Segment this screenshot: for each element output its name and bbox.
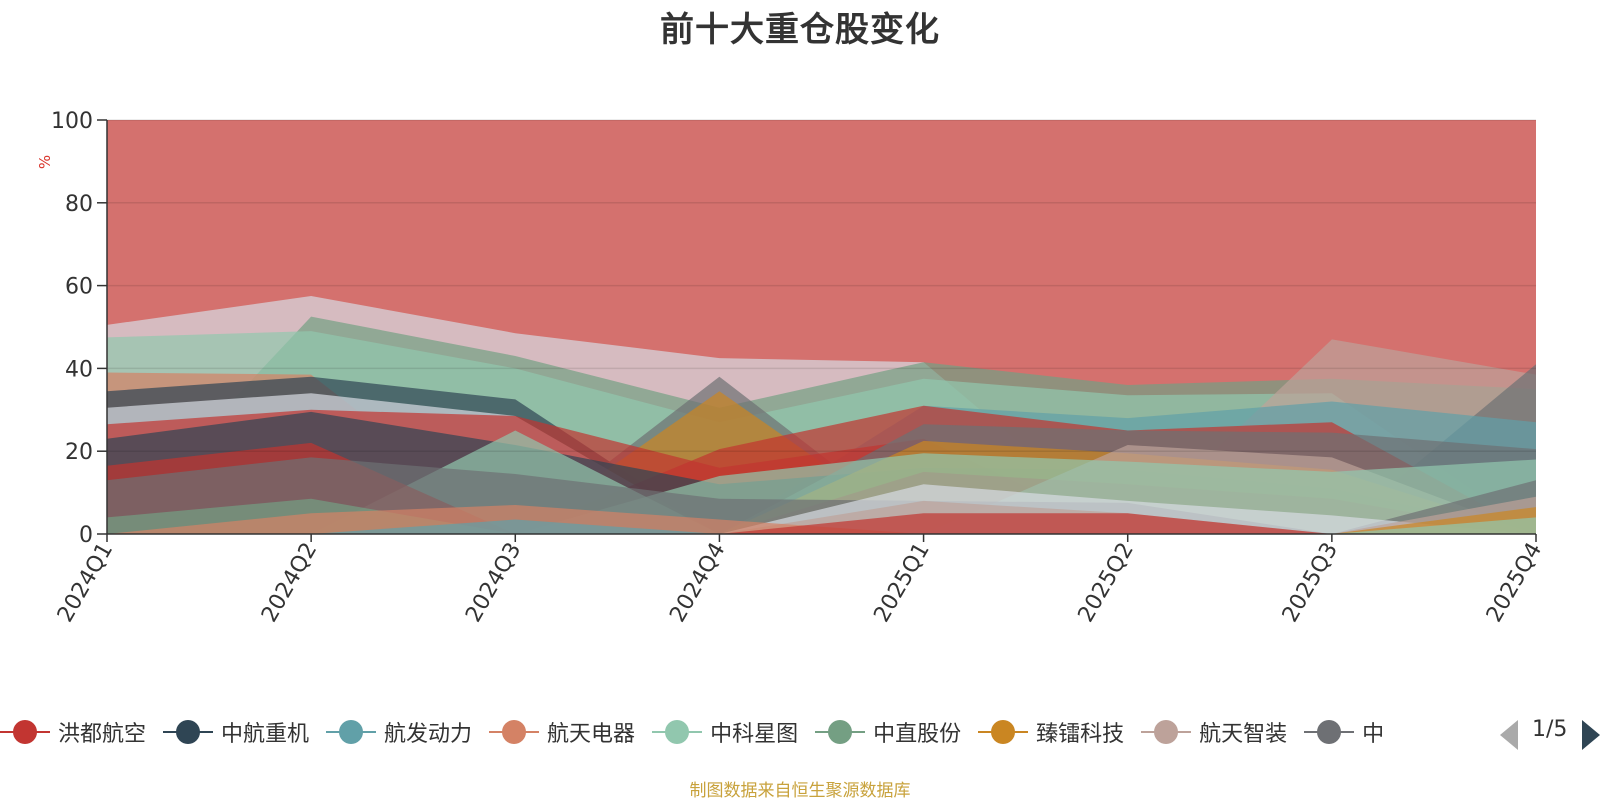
legend-label: 臻镭科技 bbox=[1036, 722, 1125, 747]
legend-item[interactable]: 航天电器 bbox=[489, 712, 635, 752]
y-tick-label: 20 bbox=[65, 440, 93, 465]
legend-item[interactable]: 航发动力 bbox=[326, 712, 472, 752]
x-tick-label: 2024Q4 bbox=[665, 539, 730, 627]
x-tick-label: 2025Q2 bbox=[1074, 539, 1139, 627]
legend-label: 航天电器 bbox=[547, 722, 636, 747]
legend-marker-icon bbox=[652, 719, 703, 745]
chart-title: 前十大重仓股变化 bbox=[660, 10, 940, 50]
y-tick-label: 60 bbox=[65, 275, 93, 300]
legend-marker-icon bbox=[489, 719, 540, 745]
legend-page-indicator: 1/5 bbox=[1532, 717, 1568, 742]
x-tick-label: 2025Q3 bbox=[1278, 539, 1343, 627]
source-note: 制图数据来自恒生聚源数据库 bbox=[689, 781, 911, 801]
area-band bbox=[107, 517, 1536, 534]
x-tick-label: 2025Q1 bbox=[869, 539, 934, 627]
x-tick-label: 2024Q2 bbox=[257, 539, 322, 627]
legend-item[interactable]: 中 bbox=[1304, 712, 1384, 752]
legend-item[interactable]: 臻镭科技 bbox=[978, 712, 1124, 752]
legend-item[interactable]: 中科星图 bbox=[652, 712, 798, 752]
legend-label: 航发动力 bbox=[384, 722, 473, 747]
y-tick-label: 100 bbox=[51, 109, 93, 134]
x-tick-label: 2024Q3 bbox=[461, 539, 526, 627]
legend-marker-icon bbox=[1304, 719, 1355, 745]
legend-item[interactable]: 洪都航空 bbox=[0, 712, 146, 752]
stacked-area-chart: 0 20 40 60 80 100 2024Q1 2024Q2 2024Q3 2024Q4 2025… bbox=[36, 109, 1547, 627]
area-band bbox=[107, 513, 1536, 534]
legend-marker-icon bbox=[163, 719, 214, 745]
legend-item[interactable]: 航天智装 bbox=[1141, 712, 1287, 752]
y-tick-label: 80 bbox=[65, 192, 93, 217]
area-band bbox=[107, 519, 1536, 534]
legend-marker-icon bbox=[0, 719, 50, 745]
axes bbox=[106, 120, 1537, 542]
area-layers bbox=[107, 120, 1536, 534]
legend-pager: 1/5 bbox=[1500, 716, 1600, 752]
y-tick-label: 0 bbox=[79, 523, 93, 548]
y-axis-label: % bbox=[36, 155, 54, 169]
legend-marker-icon bbox=[1141, 719, 1192, 745]
legend-prev-arrow-icon[interactable] bbox=[1500, 720, 1518, 750]
legend-label: 中直股份 bbox=[873, 722, 962, 747]
legend-label: 中 bbox=[1362, 722, 1385, 747]
legend: 洪都航空 中航重机 航发动力 航天电器 中科星图 中直股份 臻镭科技 航天智装 中 bbox=[0, 712, 1485, 752]
x-tick-label: 2025Q4 bbox=[1482, 539, 1547, 627]
legend-marker-icon bbox=[978, 719, 1029, 745]
legend-label: 航天智装 bbox=[1199, 722, 1288, 747]
y-tick-label: 40 bbox=[65, 357, 93, 382]
gridlines bbox=[97, 119, 1536, 535]
legend-item[interactable]: 中航重机 bbox=[163, 712, 309, 752]
legend-label: 中科星图 bbox=[710, 722, 799, 747]
legend-label: 洪都航空 bbox=[58, 722, 147, 747]
legend-next-arrow-icon[interactable] bbox=[1582, 720, 1600, 750]
legend-marker-icon bbox=[326, 719, 377, 745]
x-tick-label: 2024Q1 bbox=[53, 539, 118, 627]
legend-item[interactable]: 中直股份 bbox=[815, 712, 961, 752]
legend-label: 中航重机 bbox=[221, 722, 310, 747]
legend-marker-icon bbox=[815, 719, 866, 745]
